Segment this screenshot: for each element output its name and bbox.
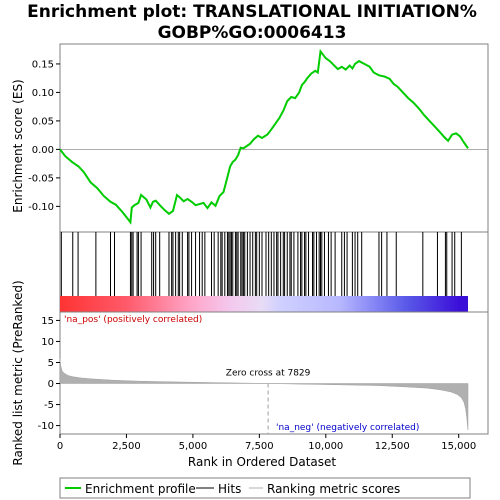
zero-cross-label: Zero cross at 7829	[226, 369, 311, 379]
x-axis-label: Rank in Ordered Dataset	[188, 455, 336, 469]
x-tick-label: 7,500	[245, 441, 274, 452]
es-y-axis-label: Enrichment score (ES)	[11, 79, 25, 212]
metric-y-tick-label: 0	[48, 379, 54, 390]
es-y-tick-label: -0.05	[28, 173, 54, 184]
metric-y-tick-label: 10	[41, 337, 54, 348]
chart-title-line2: GOBP%GO:0006413	[158, 23, 347, 43]
es-y-tick-label: -0.10	[28, 202, 54, 213]
metric-y-tick-label: 15	[41, 316, 54, 327]
x-tick-label: 12,500	[375, 441, 410, 452]
legend: Enrichment profile Hits Ranking metric s…	[59, 477, 471, 499]
ranking-color-bar	[60, 296, 468, 312]
enrichment-profile-line	[59, 48, 469, 225]
es-y-tick-label: 0.15	[32, 59, 54, 70]
hit-marks	[60, 232, 462, 296]
na-neg-label: 'na_neg' (negatively correlated)	[276, 423, 419, 433]
metric-panel: Zero cross at 7829 'na_pos' (positively …	[11, 280, 489, 469]
es-y-tick-label: 0.10	[32, 88, 54, 99]
x-tick-label: 10,000	[308, 441, 343, 452]
metric-y-ticks: -10 -5 0 5 10 15	[38, 316, 60, 432]
x-tick-label: 5,000	[179, 441, 208, 452]
metric-y-tick-label: -5	[44, 400, 54, 411]
metric-y-axis-label: Ranked list metric (PreRanked)	[11, 280, 25, 465]
na-pos-label: 'na_pos' (positively correlated)	[64, 315, 202, 325]
metric-panel-frame	[59, 311, 489, 435]
legend-label-enrichment: Enrichment profile	[85, 482, 196, 496]
legend-label-hits: Hits	[218, 482, 241, 496]
metric-y-tick-label: 5	[48, 358, 54, 369]
es-y-ticks: -0.10 -0.05 0.00 0.05 0.10 0.15	[28, 59, 60, 213]
x-tick-label: 2,500	[112, 441, 141, 452]
ranking-metric-area	[59, 358, 469, 430]
x-tick-label: 15,000	[441, 441, 476, 452]
legend-frame	[59, 477, 471, 499]
metric-y-tick-label: -10	[38, 421, 54, 432]
chart-title-line1: Enrichment plot: TRANSLATIONAL INITIATIO…	[27, 2, 477, 22]
metric-x-ticks: 0 2,500 5,000 7,500 10,000 12,500 15,000	[57, 434, 476, 452]
legend-label-ranking: Ranking metric scores	[267, 482, 400, 496]
hits-panel	[59, 231, 489, 313]
es-panel-frame	[59, 43, 489, 233]
es-panel: -0.10 -0.05 0.00 0.05 0.10 0.15 Enrichment sc…	[11, 43, 489, 233]
es-y-tick-label: 0.00	[32, 145, 54, 156]
x-tick-label: 0	[57, 441, 63, 452]
es-y-tick-label: 0.05	[32, 116, 54, 127]
